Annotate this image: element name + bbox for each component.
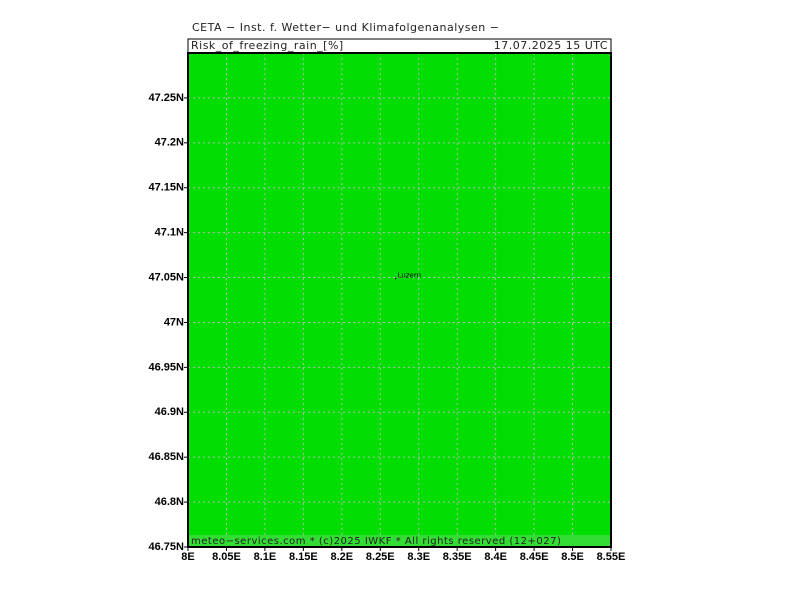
field-fill [188,53,611,547]
y-tick-label: 47N [164,316,184,328]
copyright: meteo−services.com * (c)2025 IWKF * All … [191,536,561,547]
y-tick-label: 46.85N [149,451,185,463]
place-marker [394,277,397,280]
y-tick-label: 46.9N [155,406,184,418]
y-tick-label: 47.15N [149,182,185,194]
y-tick-label: 46.8N [155,496,184,508]
y-tick-label: 46.95N [149,361,185,373]
x-tick-label: 8.15E [289,551,318,563]
plot-area: meteo−services.com * (c)2025 IWKF * All … [149,52,626,563]
footer-strip [188,535,611,547]
x-tick-label: 8.25E [366,551,395,563]
map-title: CETA − Inst. f. Wetter− und Klimafolgena… [192,21,499,34]
y-tick-label: 47.25N [149,92,185,104]
place-label: Luzern [398,272,421,280]
y-tick-label: 47.1N [155,227,184,239]
x-tick-label: 8.45E [520,551,549,563]
y-tick-label: 47.2N [155,137,184,149]
variable-label: Risk_of_freezing_rain_[%] [191,39,344,52]
frame [187,52,612,548]
x-tick-label: 8E [181,551,194,563]
y-tick-label: 47.05N [149,271,185,283]
x-tick-label: 8.5E [561,551,584,563]
x-tick-label: 8.1E [254,551,277,563]
valid-time: 17.07.2025 15 UTC [494,39,608,52]
x-tick-label: 8.4E [484,551,507,563]
x-tick-label: 8.3E [407,551,430,563]
y-tick-label: 46.75N [149,541,185,553]
x-tick-label: 8.55E [597,551,626,563]
x-tick-label: 8.2E [330,551,353,563]
x-tick-label: 8.35E [443,551,472,563]
x-tick-label: 8.05E [212,551,241,563]
